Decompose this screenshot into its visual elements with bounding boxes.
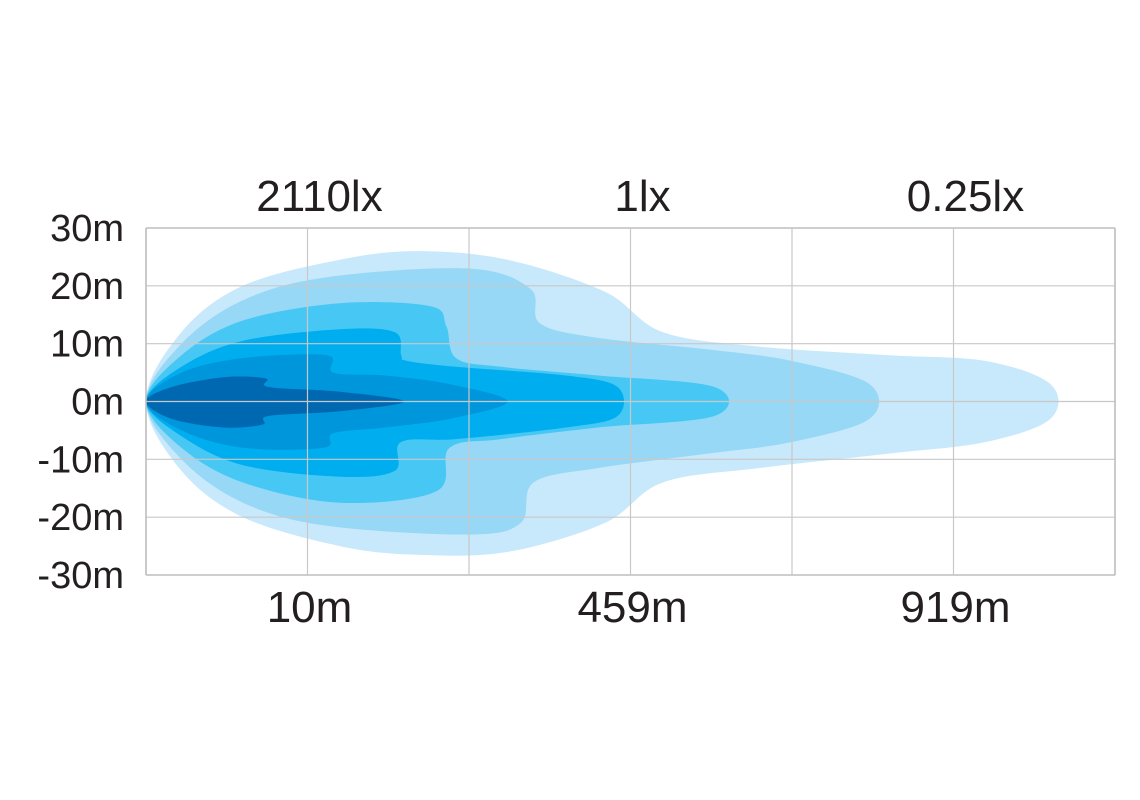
y-tick-label: -20m	[37, 497, 124, 539]
illuminance-label: 1lx	[614, 172, 670, 221]
illuminance-labels: 2110lx 1lx 0.25lx	[256, 172, 1024, 221]
y-axis-tick-labels: 30m 20m 10m 0m -10m -20m -30m	[37, 208, 124, 597]
beam-zones	[146, 251, 1059, 556]
y-tick-label: -30m	[37, 555, 124, 597]
distance-label: 919m	[900, 583, 1010, 632]
illuminance-label: 2110lx	[256, 172, 382, 221]
y-tick-label: -10m	[37, 439, 124, 481]
y-tick-label: 30m	[50, 208, 124, 250]
illuminance-label: 0.25lx	[907, 172, 1024, 221]
y-tick-label: 20m	[50, 266, 124, 308]
beam-zone-6	[146, 376, 405, 428]
distance-labels: 10m 459m 919m	[267, 583, 1011, 632]
y-tick-label: 10m	[50, 324, 124, 366]
distance-label: 459m	[577, 583, 687, 632]
distance-label: 10m	[267, 583, 353, 632]
chart-grid	[145, 227, 1116, 576]
y-tick-label: 0m	[71, 382, 124, 424]
